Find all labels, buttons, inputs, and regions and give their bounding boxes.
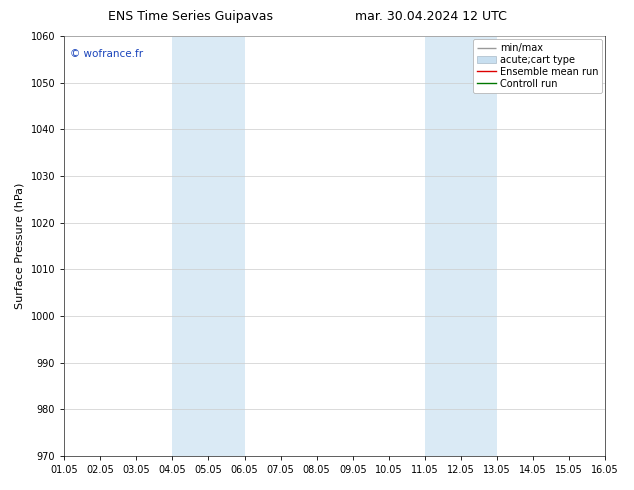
Text: © wofrance.fr: © wofrance.fr	[70, 49, 143, 59]
Bar	[172, 36, 245, 456]
Y-axis label: Surface Pressure (hPa): Surface Pressure (hPa)	[15, 183, 25, 309]
Bar	[425, 36, 497, 456]
Legend: min/max, acute;cart type, Ensemble mean run, Controll run: min/max, acute;cart type, Ensemble mean …	[473, 39, 602, 93]
Text: ENS Time Series Guipavas: ENS Time Series Guipavas	[108, 10, 273, 23]
Text: mar. 30.04.2024 12 UTC: mar. 30.04.2024 12 UTC	[355, 10, 507, 23]
